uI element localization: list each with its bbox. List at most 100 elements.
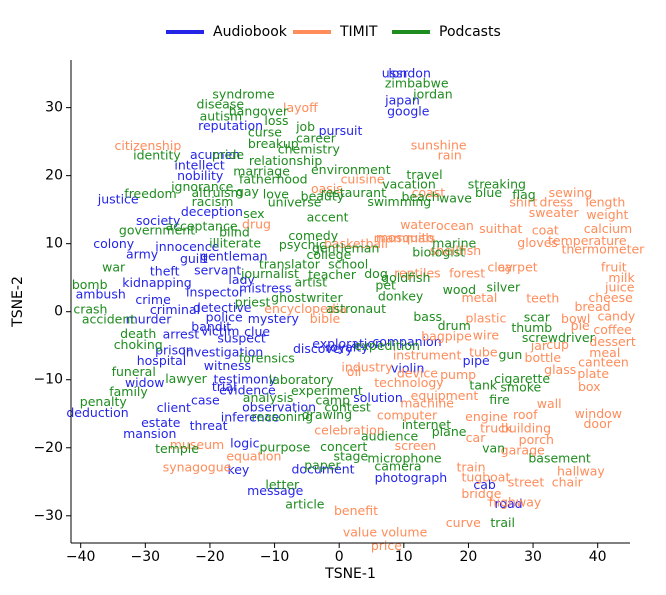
point-label-oil: oil bbox=[347, 364, 362, 379]
y-tick-label: 30 bbox=[45, 100, 63, 116]
point-label-ignorance: ignorance bbox=[171, 179, 234, 194]
point-label-streaking: streaking bbox=[468, 176, 526, 191]
point-label-illiterate: illiterate bbox=[209, 236, 261, 251]
point-label-gloves: gloves bbox=[517, 235, 558, 250]
point-label-thumb: thumb bbox=[511, 320, 552, 335]
point-label-sex: sex bbox=[243, 206, 264, 221]
point-label-mistress: mistress bbox=[239, 280, 292, 295]
point-label-key: key bbox=[227, 462, 249, 477]
y-axis-label: TSNE-2 bbox=[10, 276, 26, 328]
x-tick-label: −20 bbox=[195, 549, 225, 565]
point-label-pipe: pipe bbox=[463, 353, 490, 368]
point-label-japan: japan bbox=[384, 93, 420, 108]
point-label-price: price bbox=[371, 538, 402, 553]
x-tick-label: 30 bbox=[524, 549, 542, 565]
point-label-blind: blind bbox=[219, 225, 250, 240]
point-label-arrest: arrest bbox=[163, 327, 200, 342]
point-label-bread: bread bbox=[574, 299, 610, 314]
legend-label: TIMIT bbox=[339, 24, 378, 40]
point-label-wave: wave bbox=[439, 191, 472, 206]
point-label-job: job bbox=[295, 119, 315, 134]
point-label-pie: pie bbox=[571, 318, 590, 333]
point-label-suithat: suithat bbox=[479, 221, 522, 236]
point-label-contest: contest bbox=[324, 399, 371, 414]
point-label-widow: widow bbox=[125, 375, 165, 390]
legend-label: Podcasts bbox=[439, 24, 501, 40]
point-label-suspect: suspect bbox=[217, 331, 265, 346]
point-label-weight: weight bbox=[586, 207, 628, 222]
point-label-pump: pump bbox=[440, 367, 476, 382]
point-label-fire: fire bbox=[489, 392, 510, 407]
point-label-ambush: ambush bbox=[76, 287, 126, 302]
point-label-case: case bbox=[191, 393, 220, 408]
point-label-truck: truck bbox=[480, 421, 513, 436]
point-label-threat: threat bbox=[190, 418, 228, 433]
point-label-chair: chair bbox=[552, 474, 584, 489]
point-label-jar: jar bbox=[530, 338, 548, 353]
point-label-building: building bbox=[501, 421, 551, 436]
point-label-thermometer: thermometer bbox=[561, 242, 645, 257]
point-label-basketball: basketball bbox=[324, 236, 388, 251]
point-label-van: van bbox=[482, 440, 505, 455]
point-label-gay: gay bbox=[236, 184, 260, 199]
point-label-teeth: teeth bbox=[526, 291, 559, 306]
point-label-autism: autism bbox=[200, 108, 243, 123]
point-label-silver: silver bbox=[486, 280, 521, 295]
point-label-experiment: experiment bbox=[291, 383, 363, 398]
point-label-love: love bbox=[263, 187, 290, 202]
point-label-deception: deception bbox=[181, 204, 243, 219]
point-label-water: water bbox=[400, 217, 436, 232]
point-label-window: window bbox=[575, 406, 622, 421]
point-label-tube: tube bbox=[469, 344, 498, 359]
point-label-concert: concert bbox=[320, 439, 367, 454]
point-label-syndrome: syndrome bbox=[212, 87, 274, 102]
point-label-screen: screen bbox=[395, 438, 437, 453]
point-label-benefit: benefit bbox=[334, 503, 378, 518]
point-label-swimming: swimming bbox=[367, 194, 431, 209]
point-label-wall: wall bbox=[537, 396, 562, 411]
point-label-career: career bbox=[296, 131, 337, 146]
point-label-bowl: bowl bbox=[561, 311, 590, 326]
point-label-jordan: jordan bbox=[412, 87, 453, 102]
point-label-glass: glass bbox=[544, 362, 576, 377]
point-label-fatherhood: fatherhood bbox=[239, 172, 308, 187]
point-label-mosquito: mosquito bbox=[376, 230, 434, 245]
point-label-layoff: layoff bbox=[283, 100, 318, 115]
x-tick-label: 0 bbox=[335, 549, 344, 565]
y-tick-label: −20 bbox=[33, 440, 63, 456]
point-label-mansion: mansion bbox=[123, 426, 176, 441]
point-label-milk: milk bbox=[608, 270, 635, 285]
point-label-street: street bbox=[508, 474, 545, 489]
point-label-hallway: hallway bbox=[557, 463, 605, 478]
point-label-carpet: carpet bbox=[497, 259, 537, 274]
point-label-guilt: guilt bbox=[180, 251, 208, 266]
point-label-scar: scar bbox=[524, 310, 551, 325]
point-label-gun: gun bbox=[499, 347, 523, 362]
point-label-marriage: marriage bbox=[233, 163, 290, 178]
point-label-government: government bbox=[119, 223, 195, 238]
point-label-porch: porch bbox=[519, 432, 554, 447]
point-label-document: document bbox=[291, 461, 354, 476]
legend: Audiobook TIMIT Podcasts bbox=[166, 24, 501, 40]
point-label-colony: colony bbox=[93, 236, 135, 251]
point-label-plane: plane bbox=[432, 424, 467, 439]
point-label-testimony: testimony bbox=[213, 372, 276, 387]
point-label-internet: internet bbox=[402, 417, 452, 432]
point-label-drum: drum bbox=[438, 318, 471, 333]
point-label-death: death bbox=[120, 326, 156, 341]
point-label-message: message bbox=[247, 483, 303, 498]
point-label-accident: accident bbox=[82, 312, 135, 327]
point-label-tank: tank bbox=[469, 378, 497, 393]
legend-label: Audiobook bbox=[213, 24, 288, 40]
point-label-meal: meal bbox=[589, 345, 620, 360]
point-label-length: length bbox=[585, 195, 625, 210]
point-label-purpose: purpose bbox=[260, 440, 311, 455]
point-label-audience: audience bbox=[361, 429, 418, 444]
point-label-inspector: inspector bbox=[186, 285, 245, 300]
point-label-artist: artist bbox=[295, 274, 328, 289]
point-label-curve: curve bbox=[446, 515, 481, 530]
point-label-acumen: acumen bbox=[190, 147, 240, 162]
